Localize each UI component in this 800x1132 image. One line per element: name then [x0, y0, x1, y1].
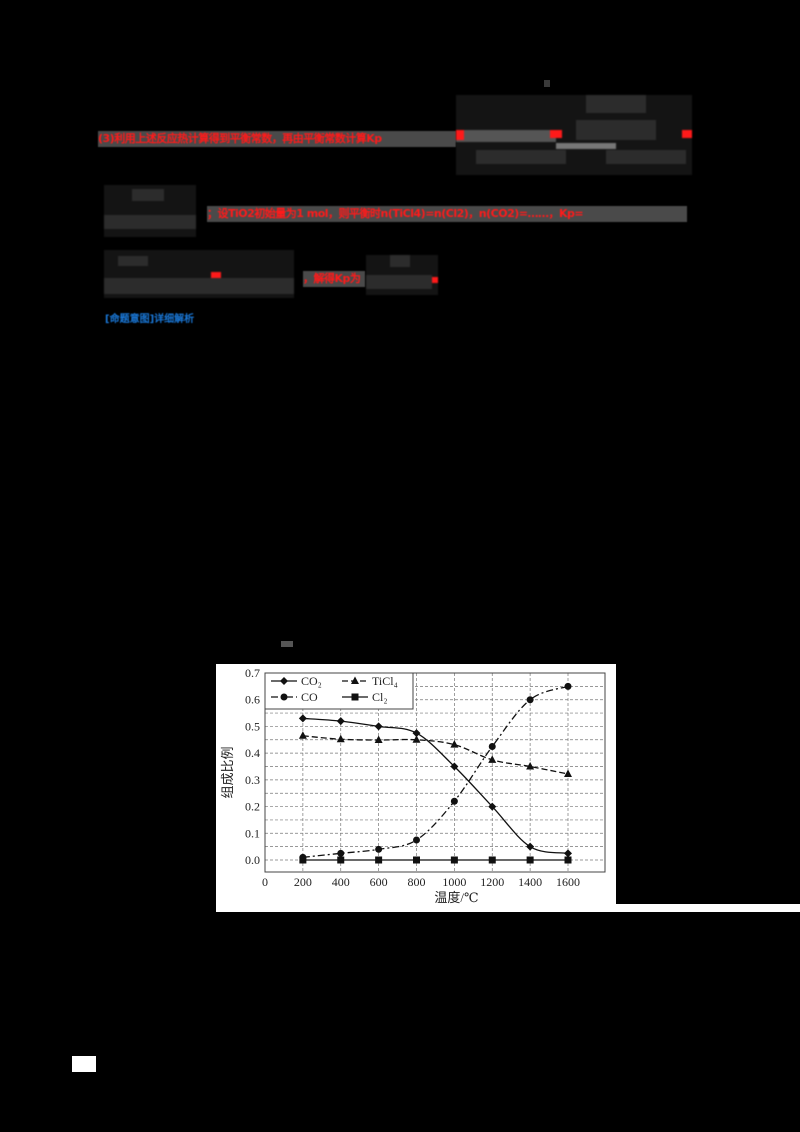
- chart-legend: CO₂ TiCl₄ CO Cl₂: [264, 672, 414, 710]
- chart-card: 0.0 0.1 0.2 0.3 0.4 0.5 0.6 0.7 0 200 400 600 800 100…: [216, 664, 616, 912]
- formula-result: [366, 255, 438, 295]
- series-co: [299, 682, 572, 861]
- series-cl2: [299, 856, 572, 864]
- series-co2: [298, 714, 572, 858]
- svg-text:1600: 1600: [556, 875, 580, 889]
- svg-text:200: 200: [294, 875, 312, 889]
- small-mark-2: [281, 641, 293, 647]
- x-axis-ticks: 0 200 400 600 800 1000 1200 1400 1600: [262, 875, 580, 889]
- svg-text:0.0: 0.0: [245, 853, 260, 867]
- svg-text:600: 600: [370, 875, 388, 889]
- svg-text:0.6: 0.6: [245, 693, 260, 707]
- svg-text:800: 800: [408, 875, 426, 889]
- y-axis-label: 组成比例: [220, 746, 235, 798]
- page-number-box: [72, 1056, 96, 1072]
- svg-text:0.7: 0.7: [245, 666, 260, 680]
- formula-kp-expression: [456, 95, 692, 175]
- svg-text:0: 0: [262, 875, 268, 889]
- svg-text:400: 400: [332, 875, 350, 889]
- white-strip: [616, 904, 800, 912]
- small-mark: [544, 80, 550, 87]
- svg-text:CO₂: CO₂: [301, 674, 322, 688]
- formula-fraction-left: [104, 185, 196, 237]
- series-ticl4: [298, 731, 572, 777]
- svg-text:TiCl₄: TiCl₄: [372, 674, 398, 688]
- y-axis-ticks: 0.0 0.1 0.2 0.3 0.4 0.5 0.6 0.7: [245, 666, 260, 867]
- plot-frame: [264, 672, 606, 873]
- svg-text:Cl₂: Cl₂: [372, 690, 388, 704]
- svg-text:1000: 1000: [442, 875, 466, 889]
- x-axis-label: 温度/℃: [434, 890, 478, 905]
- analysis-link[interactable]: [命题意图]详细解析: [105, 314, 195, 325]
- svg-text:0.4: 0.4: [245, 746, 260, 760]
- svg-text:1400: 1400: [518, 875, 542, 889]
- solution-line-1: (3)利用上述反应热计算得到平衡常数，再由平衡常数计算Kp: [98, 131, 456, 147]
- svg-text:0.2: 0.2: [245, 800, 260, 814]
- svg-text:0.1: 0.1: [245, 826, 260, 840]
- svg-text:0.5: 0.5: [245, 719, 260, 733]
- solution-line-2: ；设TiO2初始量为1 mol，则平衡时n(TiCl4)=n(Cl2)，n(CO…: [207, 206, 687, 222]
- solution-line-3: ，解得Kp为: [303, 271, 365, 287]
- svg-text:CO: CO: [301, 690, 318, 704]
- formula-line-3: [104, 250, 294, 298]
- composition-vs-temperature-chart: 0.0 0.1 0.2 0.3 0.4 0.5 0.6 0.7 0 200 400 600 800 100…: [220, 666, 606, 905]
- svg-text:1200: 1200: [480, 875, 504, 889]
- svg-text:0.3: 0.3: [245, 773, 260, 787]
